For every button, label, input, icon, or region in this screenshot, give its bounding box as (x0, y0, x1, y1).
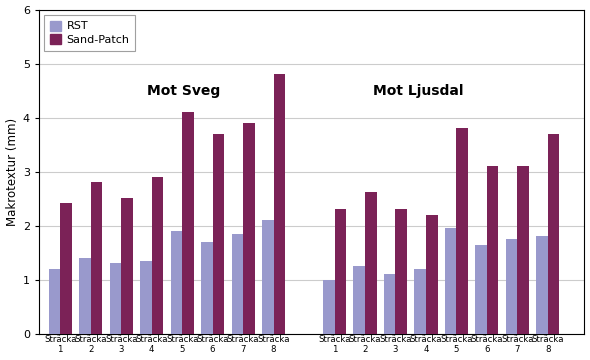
Bar (457, 129, 468, 334)
Bar (91, 183, 102, 334)
Bar (517, 166, 529, 334)
Bar (79, 258, 91, 334)
Bar (335, 210, 346, 334)
Bar (243, 123, 255, 334)
Bar (182, 112, 194, 334)
Bar (487, 166, 499, 334)
Bar (548, 134, 559, 334)
Text: Mot Ljusdal: Mot Ljusdal (373, 84, 463, 98)
Bar (445, 228, 457, 334)
Legend: RST, Sand-Patch: RST, Sand-Patch (44, 15, 135, 50)
Bar (426, 215, 438, 334)
Bar (140, 261, 152, 334)
Bar (476, 244, 487, 334)
Bar (60, 203, 72, 334)
Y-axis label: Makrotextur (mm): Makrotextur (mm) (5, 118, 18, 226)
Bar (365, 192, 376, 334)
Bar (262, 220, 274, 334)
Bar (110, 264, 121, 334)
Bar (152, 177, 163, 334)
Bar (231, 234, 243, 334)
Bar (212, 134, 224, 334)
Bar (536, 237, 548, 334)
Bar (414, 269, 426, 334)
Bar (48, 269, 60, 334)
Bar (171, 231, 182, 334)
Bar (323, 280, 335, 334)
Bar (353, 266, 365, 334)
Bar (274, 75, 285, 334)
Bar (395, 210, 407, 334)
Bar (201, 242, 212, 334)
Bar (384, 274, 395, 334)
Bar (121, 198, 133, 334)
Text: Mot Sveg: Mot Sveg (147, 84, 220, 98)
Bar (506, 239, 517, 334)
